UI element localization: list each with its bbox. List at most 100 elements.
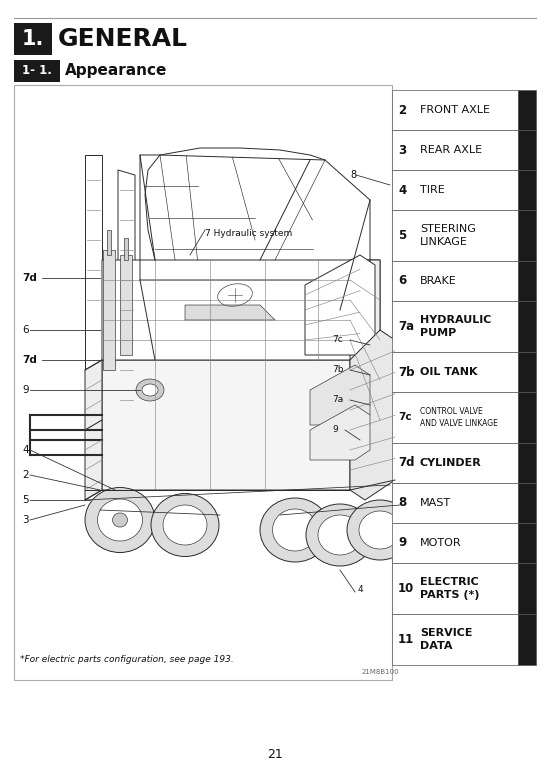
Text: 4: 4 [22, 445, 29, 455]
Text: 6: 6 [398, 274, 406, 288]
Bar [518, 90, 536, 130]
Text: 8: 8 [398, 496, 406, 509]
Bar [107, 230, 111, 255]
Bar [518, 563, 536, 614]
Bar [518, 352, 536, 392]
Text: 5: 5 [398, 229, 406, 242]
Bar [518, 483, 536, 523]
Text: 8: 8 [350, 170, 356, 180]
Text: 10: 10 [398, 582, 414, 595]
Ellipse shape [163, 505, 207, 545]
Text: BRAKE: BRAKE [420, 276, 456, 286]
Bar [392, 90, 518, 130]
Text: 9: 9 [22, 385, 29, 395]
Ellipse shape [359, 511, 401, 549]
Polygon shape [85, 360, 102, 500]
Bar [518, 443, 536, 483]
Ellipse shape [151, 493, 219, 557]
Bar [392, 352, 518, 392]
Text: 7a: 7a [398, 320, 414, 333]
Polygon shape [310, 405, 370, 460]
Bar [392, 483, 518, 523]
Text: MOTOR: MOTOR [420, 538, 461, 548]
Ellipse shape [347, 500, 413, 560]
Bar [120, 255, 132, 355]
Bar [392, 523, 518, 563]
Bar [392, 301, 518, 352]
Text: 7b: 7b [398, 366, 415, 379]
Text: SERVICE
DATA: SERVICE DATA [420, 628, 472, 651]
Ellipse shape [113, 513, 128, 527]
Bar [392, 210, 518, 261]
Text: 2: 2 [398, 104, 406, 117]
Ellipse shape [306, 504, 374, 566]
Bar [392, 614, 518, 665]
Bar [518, 261, 536, 301]
Bar [124, 238, 128, 260]
Text: FRONT AXLE: FRONT AXLE [420, 105, 490, 115]
Bar [518, 170, 536, 210]
Bar [392, 443, 518, 483]
Bar [518, 210, 536, 261]
Text: MAST: MAST [420, 498, 451, 508]
Text: 6: 6 [22, 325, 29, 335]
Text: 7d: 7d [22, 355, 37, 365]
Text: 2: 2 [22, 470, 29, 480]
Text: OIL TANK: OIL TANK [420, 367, 477, 377]
Bar [14, 85, 392, 680]
Text: 21: 21 [267, 748, 283, 761]
Text: STEERING
LINKAGE: STEERING LINKAGE [420, 224, 476, 247]
Bar [103, 250, 115, 370]
Bar [14, 23, 52, 55]
Text: 9: 9 [398, 536, 406, 550]
Polygon shape [102, 360, 380, 490]
Bar [392, 170, 518, 210]
Text: 7c: 7c [332, 335, 343, 345]
Bar [392, 261, 518, 301]
Bar [518, 301, 536, 352]
Text: CONTROL VALVE
AND VALVE LINKAGE: CONTROL VALVE AND VALVE LINKAGE [420, 407, 498, 427]
Ellipse shape [97, 499, 142, 541]
Polygon shape [350, 330, 395, 500]
Text: 7b: 7b [332, 366, 344, 374]
Ellipse shape [142, 384, 158, 396]
Polygon shape [350, 260, 380, 490]
Text: HYDRAULIC
PUMP: HYDRAULIC PUMP [420, 315, 491, 338]
Text: 7d: 7d [22, 273, 37, 283]
Text: REAR AXLE: REAR AXLE [420, 145, 482, 155]
Text: CYLINDER: CYLINDER [420, 458, 482, 468]
Bar [518, 523, 536, 563]
Bar [392, 563, 518, 614]
Text: 4: 4 [358, 585, 364, 594]
Polygon shape [102, 260, 380, 360]
Ellipse shape [136, 379, 164, 401]
Text: 3: 3 [398, 144, 406, 156]
Text: 3: 3 [22, 515, 29, 525]
Text: ELECTRIC
PARTS (*): ELECTRIC PARTS (*) [420, 577, 480, 600]
Text: 1.: 1. [22, 29, 44, 49]
Bar [518, 614, 536, 665]
Ellipse shape [272, 509, 317, 551]
Bar [518, 392, 536, 443]
Text: 21M8B100: 21M8B100 [361, 669, 399, 675]
Bar [518, 130, 536, 170]
Text: TIRE: TIRE [420, 185, 445, 195]
Text: 11: 11 [398, 633, 414, 646]
Bar [392, 392, 518, 443]
Polygon shape [185, 305, 275, 320]
Text: *For electric parts configuration, see page 193.: *For electric parts configuration, see p… [20, 656, 234, 665]
Ellipse shape [260, 498, 330, 562]
Text: 7a: 7a [332, 396, 343, 404]
Text: 7d: 7d [398, 457, 415, 469]
Bar [14, 60, 60, 82]
Text: 9: 9 [332, 425, 338, 434]
Text: 5: 5 [22, 495, 29, 505]
Text: 1- 1.: 1- 1. [22, 64, 52, 77]
Bar [392, 130, 518, 170]
Ellipse shape [85, 488, 155, 553]
Text: 7 Hydraulic system: 7 Hydraulic system [205, 229, 292, 237]
Text: Appearance: Appearance [65, 63, 167, 79]
Text: GENERAL: GENERAL [58, 27, 188, 51]
Ellipse shape [318, 515, 362, 555]
Polygon shape [310, 365, 370, 425]
